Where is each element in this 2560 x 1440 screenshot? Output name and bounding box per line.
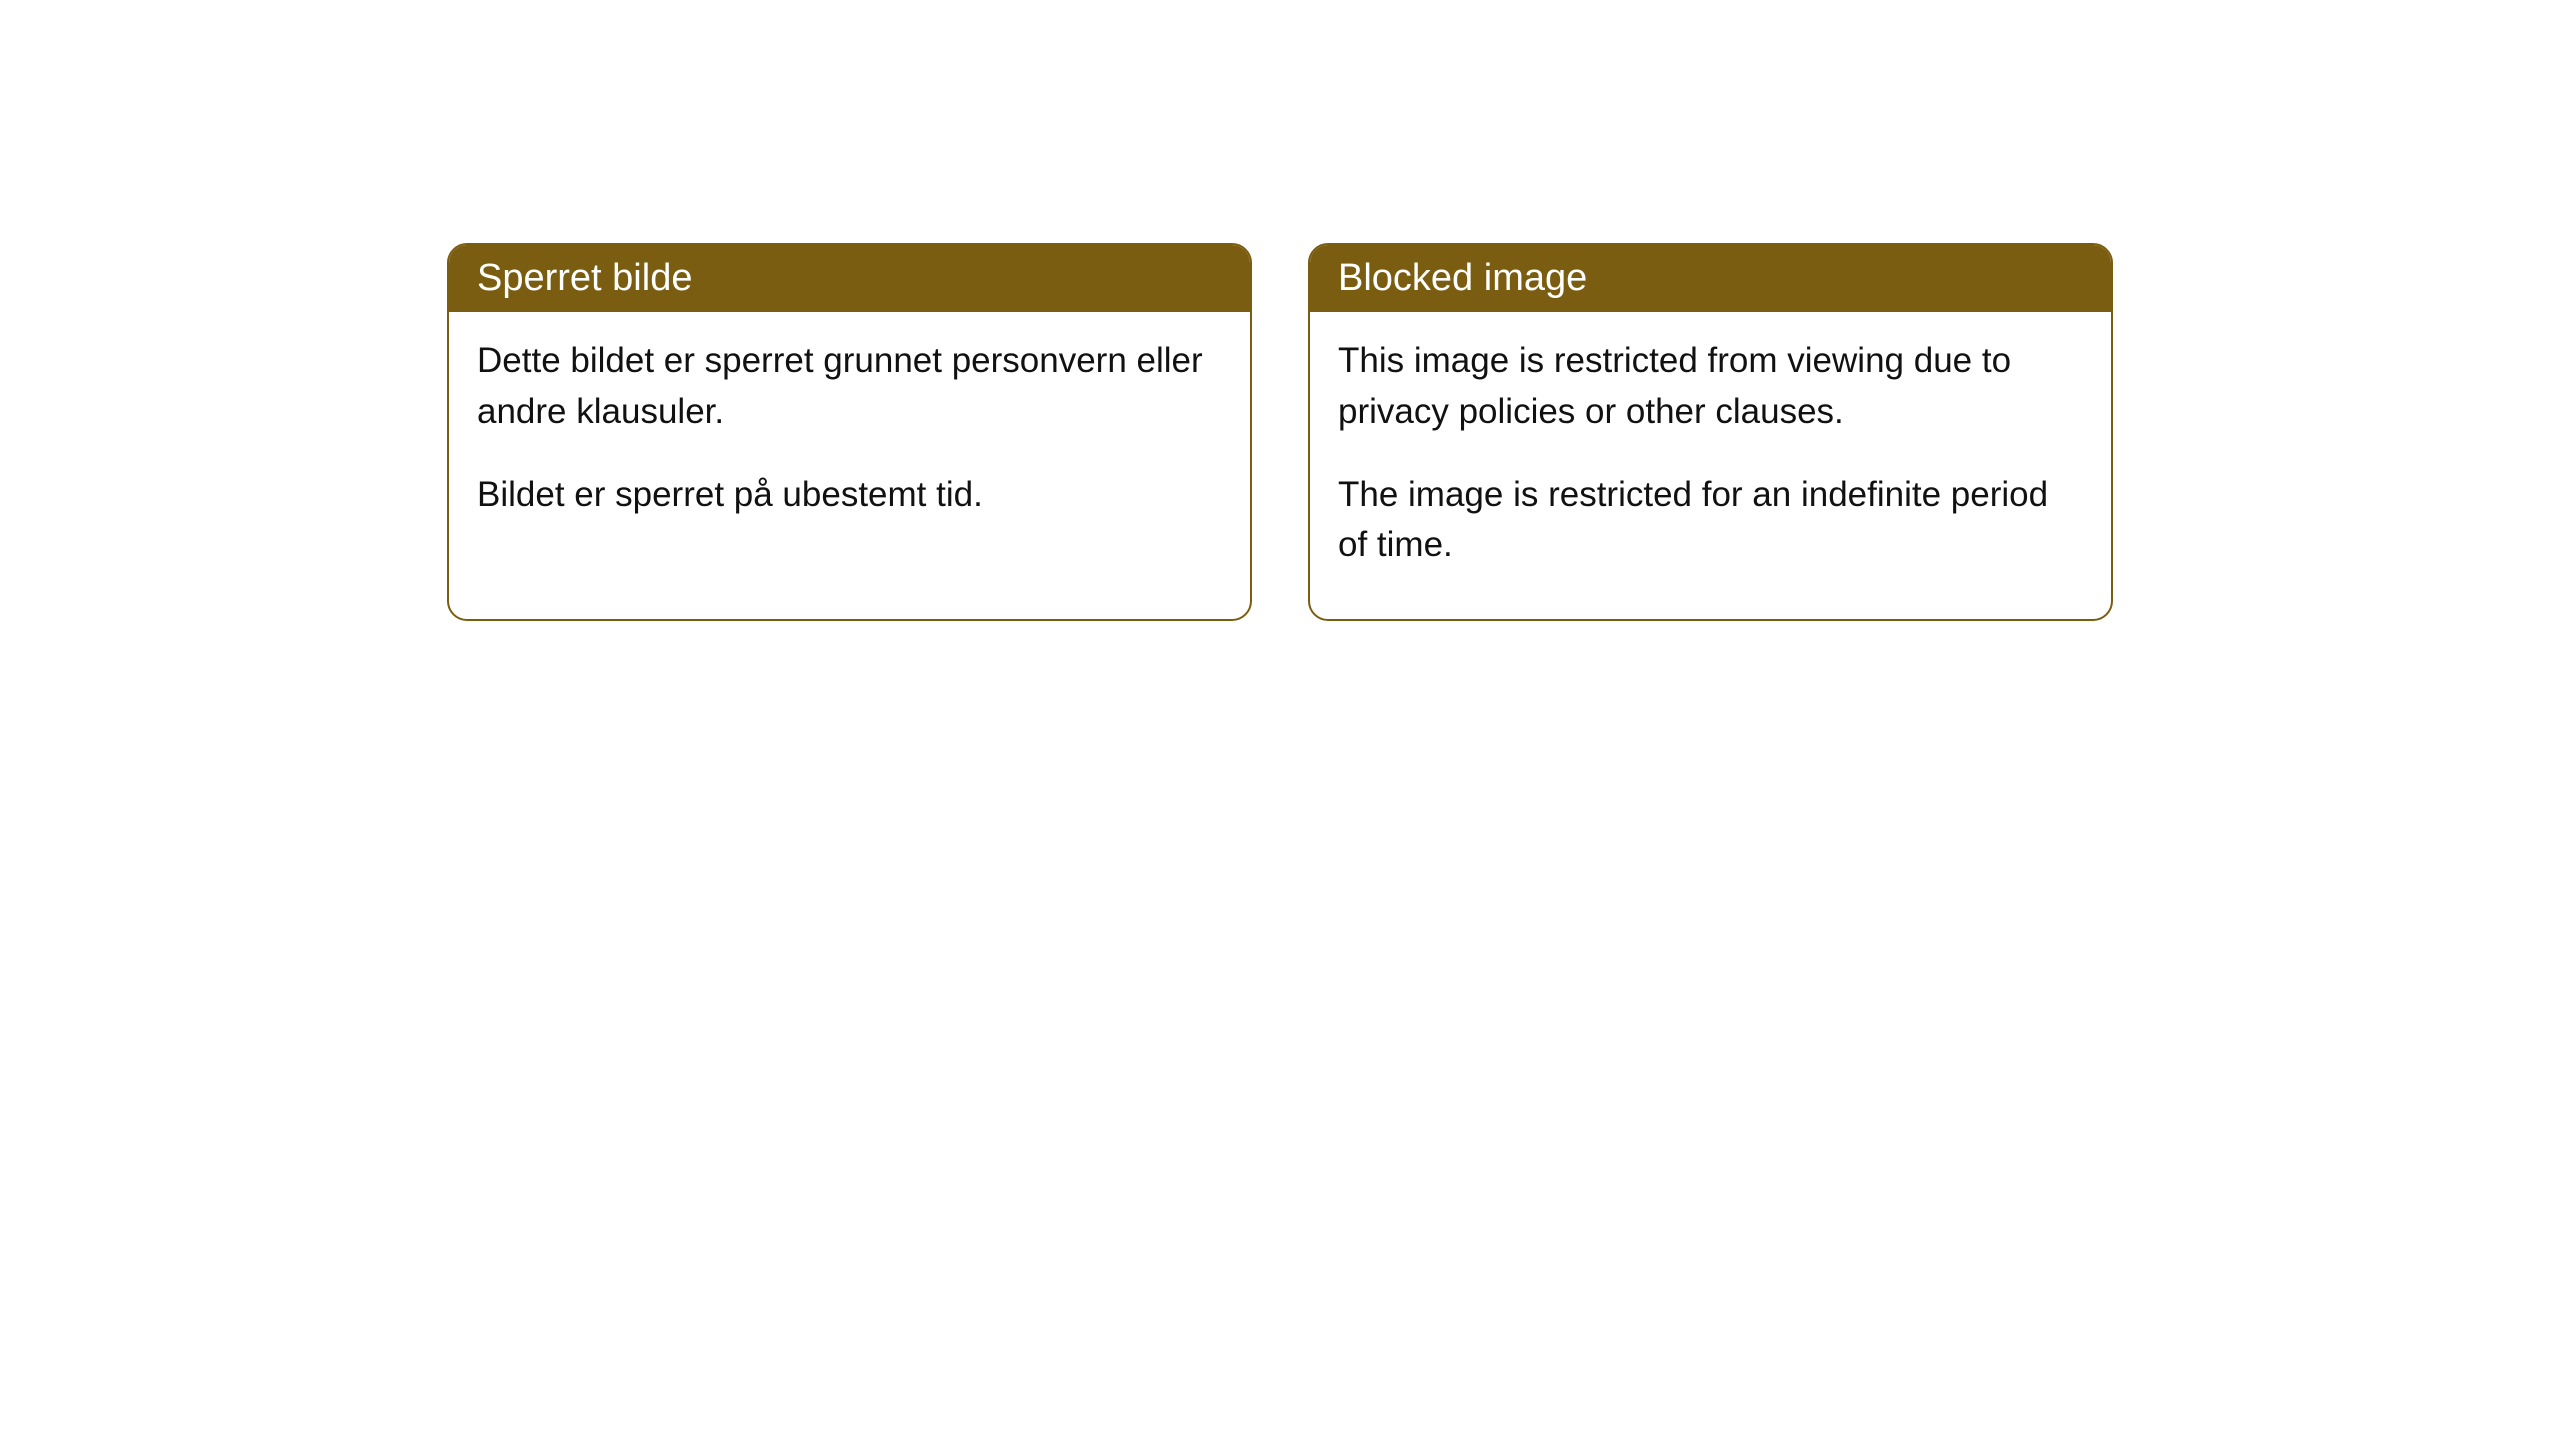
card-body: This image is restricted from viewing du… bbox=[1310, 312, 2111, 619]
body-paragraph-1: This image is restricted from viewing du… bbox=[1338, 336, 2083, 438]
body-paragraph-1: Dette bildet er sperret grunnet personve… bbox=[477, 336, 1222, 438]
card-body: Dette bildet er sperret grunnet personve… bbox=[449, 312, 1250, 568]
notice-card-norwegian: Sperret bilde Dette bildet er sperret gr… bbox=[447, 243, 1252, 621]
card-header: Blocked image bbox=[1310, 245, 2111, 312]
card-header: Sperret bilde bbox=[449, 245, 1250, 312]
body-paragraph-2: The image is restricted for an indefinit… bbox=[1338, 470, 2083, 572]
body-paragraph-2: Bildet er sperret på ubestemt tid. bbox=[477, 470, 1222, 521]
notice-card-english: Blocked image This image is restricted f… bbox=[1308, 243, 2113, 621]
notice-container: Sperret bilde Dette bildet er sperret gr… bbox=[0, 243, 2560, 621]
